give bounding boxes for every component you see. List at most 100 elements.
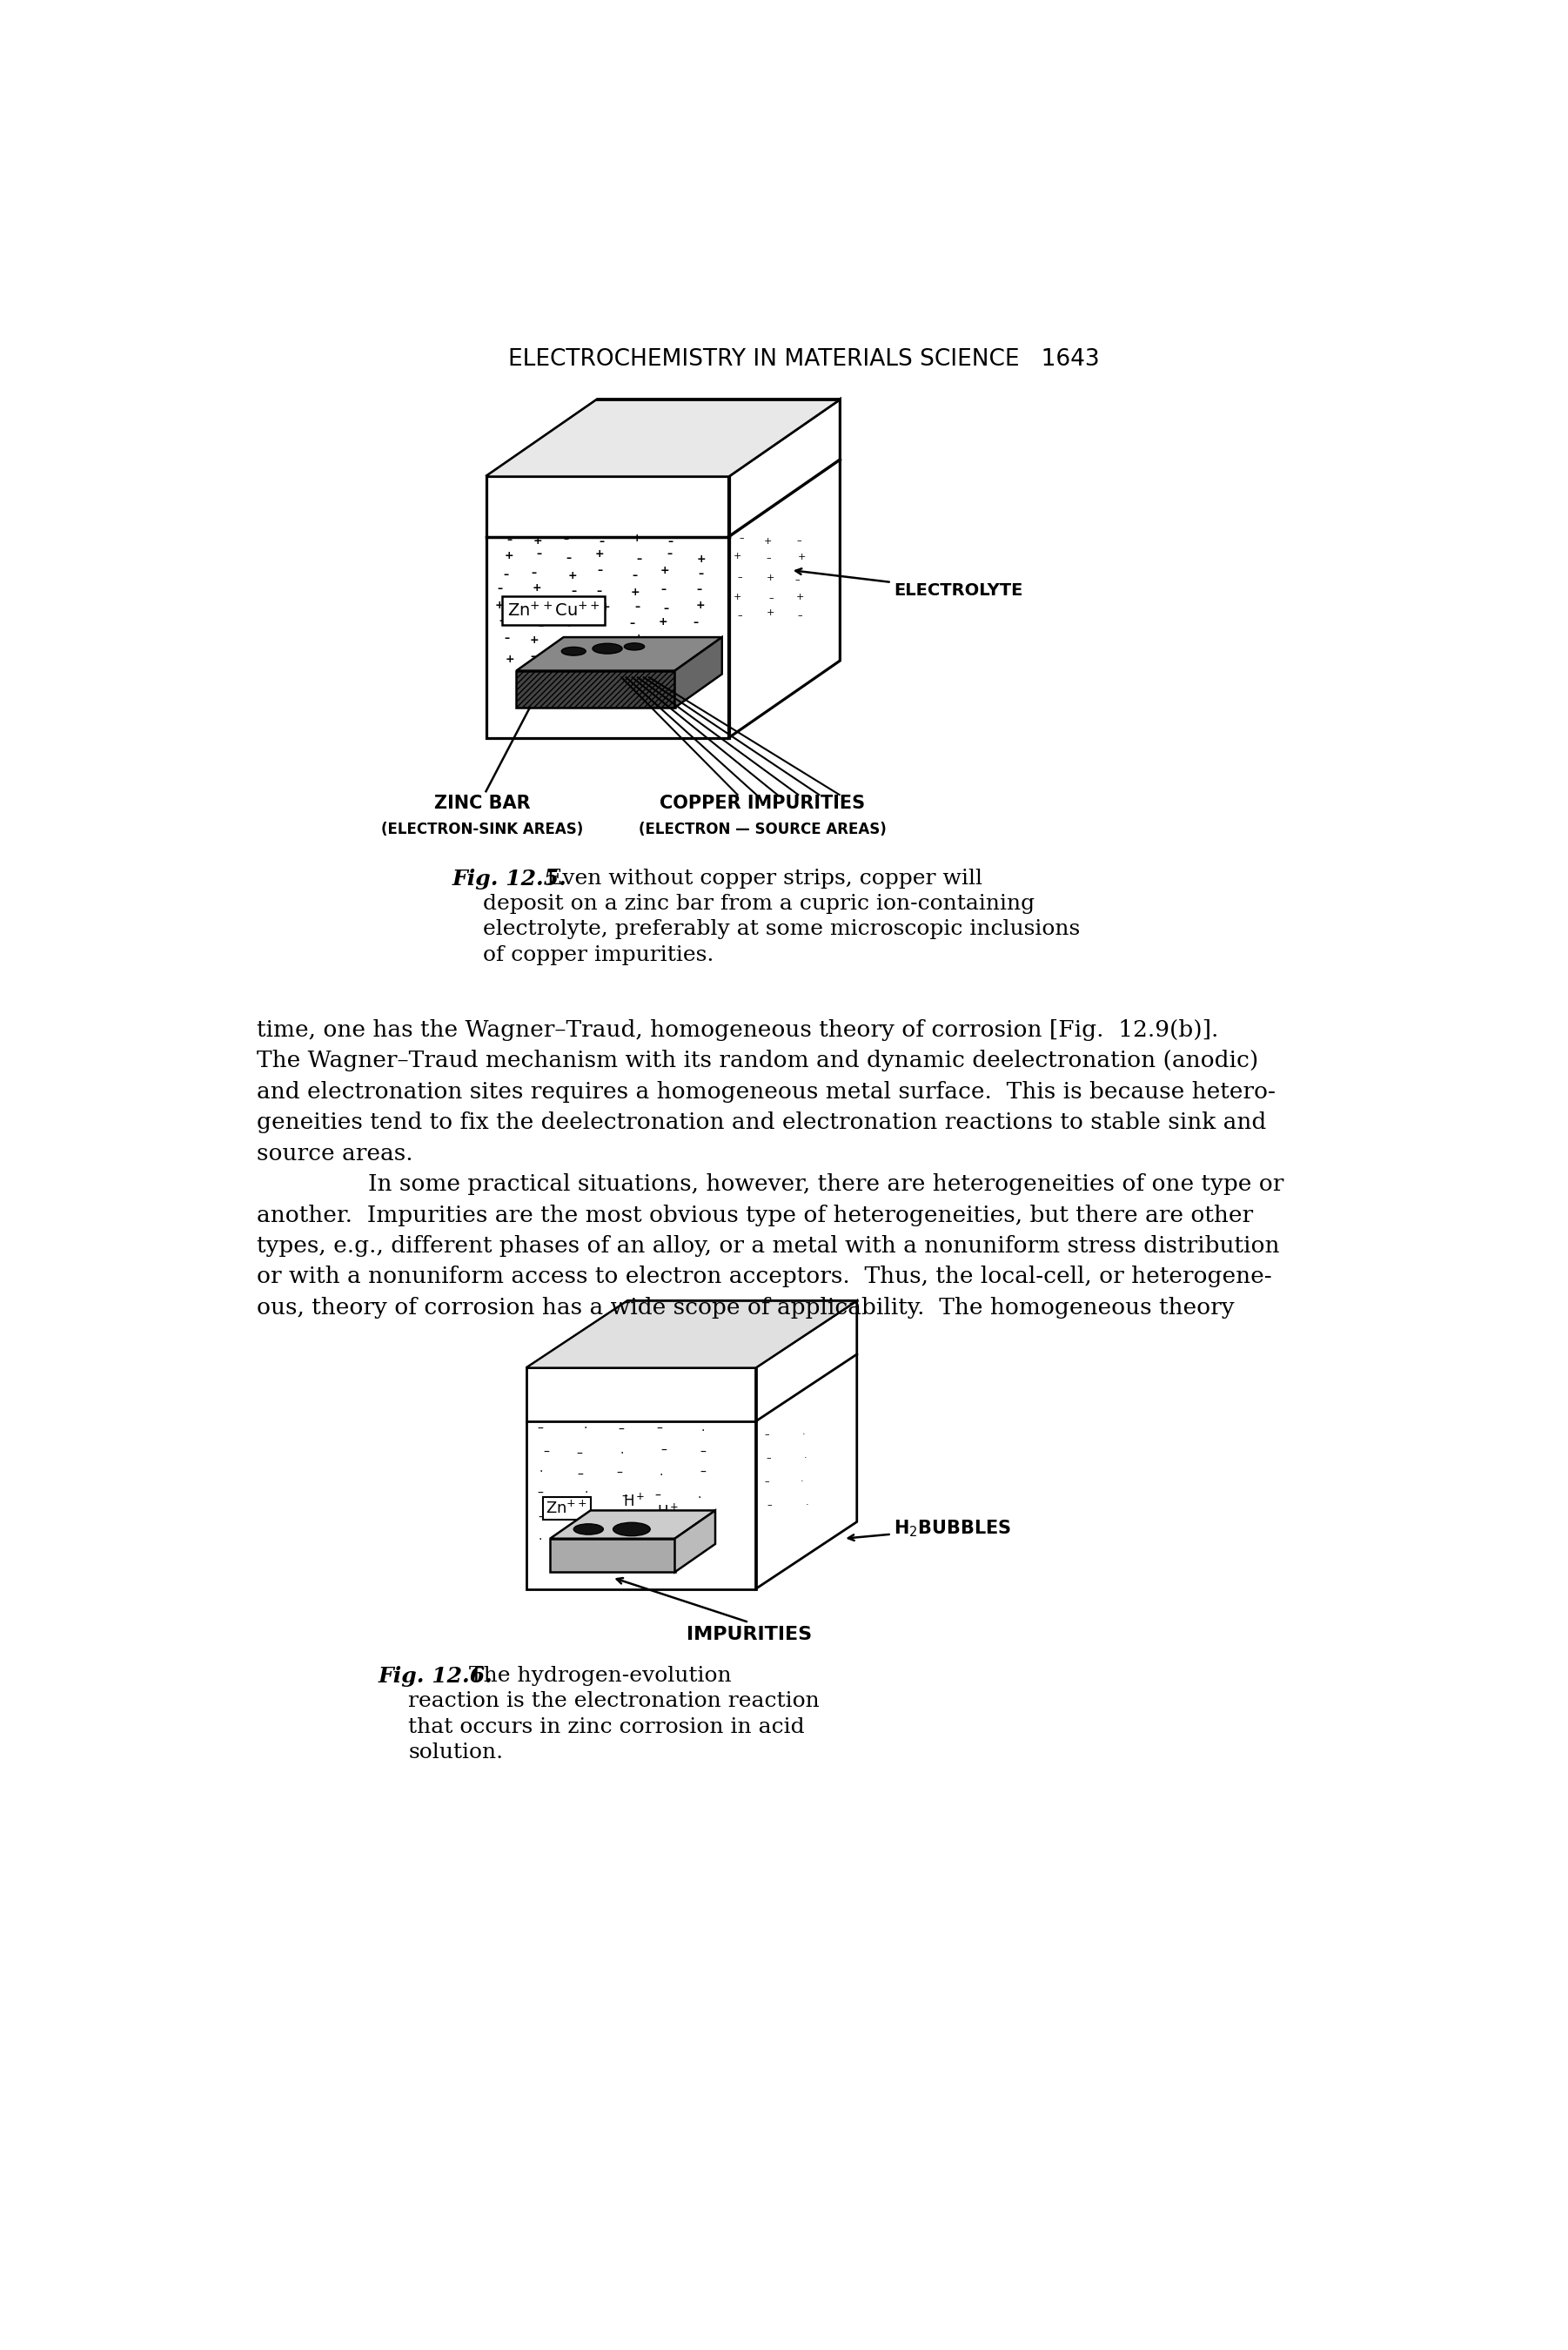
Text: +: + <box>688 651 698 663</box>
Text: –: – <box>503 569 510 580</box>
Text: (ELECTRON — SOURCE AREAS): (ELECTRON — SOURCE AREAS) <box>638 822 886 837</box>
Text: +: + <box>505 550 514 562</box>
Text: –: – <box>767 555 771 562</box>
Ellipse shape <box>561 646 586 656</box>
Text: source areas.: source areas. <box>257 1142 412 1163</box>
Text: +: + <box>764 538 771 545</box>
Text: –: – <box>701 1448 706 1459</box>
Text: The Wagner–Traud mechanism with its random and dynamic deelectronation (anodic): The Wagner–Traud mechanism with its rand… <box>257 1050 1259 1072</box>
Text: –: – <box>594 634 601 646</box>
Text: +: + <box>798 552 806 562</box>
Text: –: – <box>768 592 773 602</box>
Text: –: – <box>665 653 671 665</box>
Text: IMPURITIES: IMPURITIES <box>687 1626 812 1643</box>
Text: (ELECTRON-SINK AREAS): (ELECTRON-SINK AREAS) <box>381 822 583 837</box>
Text: –: – <box>795 576 800 583</box>
Text: –: – <box>699 632 706 644</box>
Text: ·: · <box>800 1478 803 1485</box>
Text: –: – <box>530 651 536 663</box>
Text: +: + <box>659 616 668 627</box>
Text: ·: · <box>701 1424 704 1436</box>
Text: +: + <box>596 653 605 665</box>
Text: –: – <box>696 583 702 595</box>
Text: +: + <box>568 571 577 580</box>
Text: or with a nonuniform access to electron acceptors.  Thus, the local-cell, or het: or with a nonuniform access to electron … <box>257 1267 1272 1288</box>
Text: –: – <box>616 1466 622 1480</box>
Text: +: + <box>696 599 706 611</box>
Text: another.  Impurities are the most obvious type of heterogeneities, but there are: another. Impurities are the most obvious… <box>257 1203 1253 1227</box>
Text: –: – <box>693 618 698 630</box>
Text: –: – <box>668 536 673 548</box>
Text: Even without copper strips, copper will: Even without copper strips, copper will <box>539 870 983 888</box>
Text: deposit on a zinc bar from a cupric ion-containing: deposit on a zinc bar from a cupric ion-… <box>483 893 1035 914</box>
Text: ·: · <box>539 1466 543 1478</box>
Polygon shape <box>486 400 840 477</box>
Text: solution.: solution. <box>408 1741 503 1762</box>
Text: –: – <box>538 1511 544 1523</box>
Text: +: + <box>660 566 670 576</box>
Text: –: – <box>528 599 535 611</box>
Text: –: – <box>655 1490 662 1502</box>
Text: +: + <box>564 618 574 630</box>
Text: –: – <box>618 1424 624 1436</box>
Text: –: – <box>566 604 571 616</box>
Text: +: + <box>696 552 706 564</box>
Text: –: – <box>577 1448 583 1459</box>
Text: +: + <box>797 592 804 602</box>
Text: –: – <box>637 552 641 564</box>
Text: time, one has the Wagner–Traud, homogeneous theory of corrosion [Fig.  12.9(b)].: time, one has the Wagner–Traud, homogene… <box>257 1020 1218 1041</box>
Text: +: + <box>734 592 742 602</box>
Text: –: – <box>599 536 604 548</box>
Polygon shape <box>527 1300 856 1368</box>
Text: –: – <box>499 616 505 627</box>
Text: –: – <box>657 1424 662 1436</box>
Text: –: – <box>505 632 510 644</box>
Text: +: + <box>594 548 604 559</box>
Text: +: + <box>734 552 742 559</box>
Text: –: – <box>660 583 666 595</box>
Polygon shape <box>550 1539 674 1572</box>
Text: ·: · <box>619 1448 624 1459</box>
Text: that occurs in zinc corrosion in acid: that occurs in zinc corrosion in acid <box>408 1718 804 1737</box>
Text: ·: · <box>698 1492 701 1504</box>
Text: +: + <box>632 533 641 543</box>
Text: –: – <box>580 1535 586 1546</box>
Text: –: – <box>599 616 604 627</box>
Text: –: – <box>621 1490 627 1504</box>
Text: –: – <box>538 1488 544 1499</box>
Text: +: + <box>601 602 610 613</box>
Text: –: – <box>506 533 513 545</box>
Text: –: – <box>662 632 668 644</box>
Ellipse shape <box>574 1523 604 1535</box>
Text: –: – <box>698 569 704 580</box>
Text: +: + <box>505 653 514 665</box>
Text: –: – <box>543 1448 549 1459</box>
Text: –: – <box>767 1455 771 1462</box>
Text: ·: · <box>659 1469 663 1480</box>
Ellipse shape <box>613 1523 651 1537</box>
Text: –: – <box>764 1431 768 1438</box>
Text: +: + <box>495 599 503 611</box>
Text: –: – <box>663 604 668 616</box>
Text: –: – <box>666 548 673 559</box>
Text: –: – <box>566 552 572 564</box>
Text: –: – <box>632 571 637 580</box>
Text: –: – <box>580 1511 586 1523</box>
Text: –: – <box>629 651 633 663</box>
Text: –: – <box>596 585 602 597</box>
Text: –: – <box>635 602 640 613</box>
Text: –: – <box>660 1445 666 1457</box>
Text: –: – <box>536 548 541 559</box>
Text: and electronation sites requires a homogeneous metal surface.  This is because h: and electronation sites requires a homog… <box>257 1081 1275 1102</box>
Text: ELECTROCHEMISTRY IN MATERIALS SCIENCE   1643: ELECTROCHEMISTRY IN MATERIALS SCIENCE 16… <box>508 348 1099 371</box>
Ellipse shape <box>593 644 622 653</box>
Text: –: – <box>737 611 742 620</box>
Text: ELECTROLYTE: ELECTROLYTE <box>795 569 1022 599</box>
Text: –: – <box>696 1535 702 1546</box>
Text: $\mathsf{Zn^{++} Cu^{++}}$: $\mathsf{Zn^{++} Cu^{++}}$ <box>506 602 601 620</box>
Text: types, e.g., different phases of an alloy, or a metal with a nonuniform stress d: types, e.g., different phases of an allo… <box>257 1236 1279 1257</box>
Text: –: – <box>696 533 702 543</box>
Text: ·: · <box>801 1431 806 1438</box>
Text: –: – <box>701 1466 706 1478</box>
Text: ·: · <box>804 1455 808 1462</box>
